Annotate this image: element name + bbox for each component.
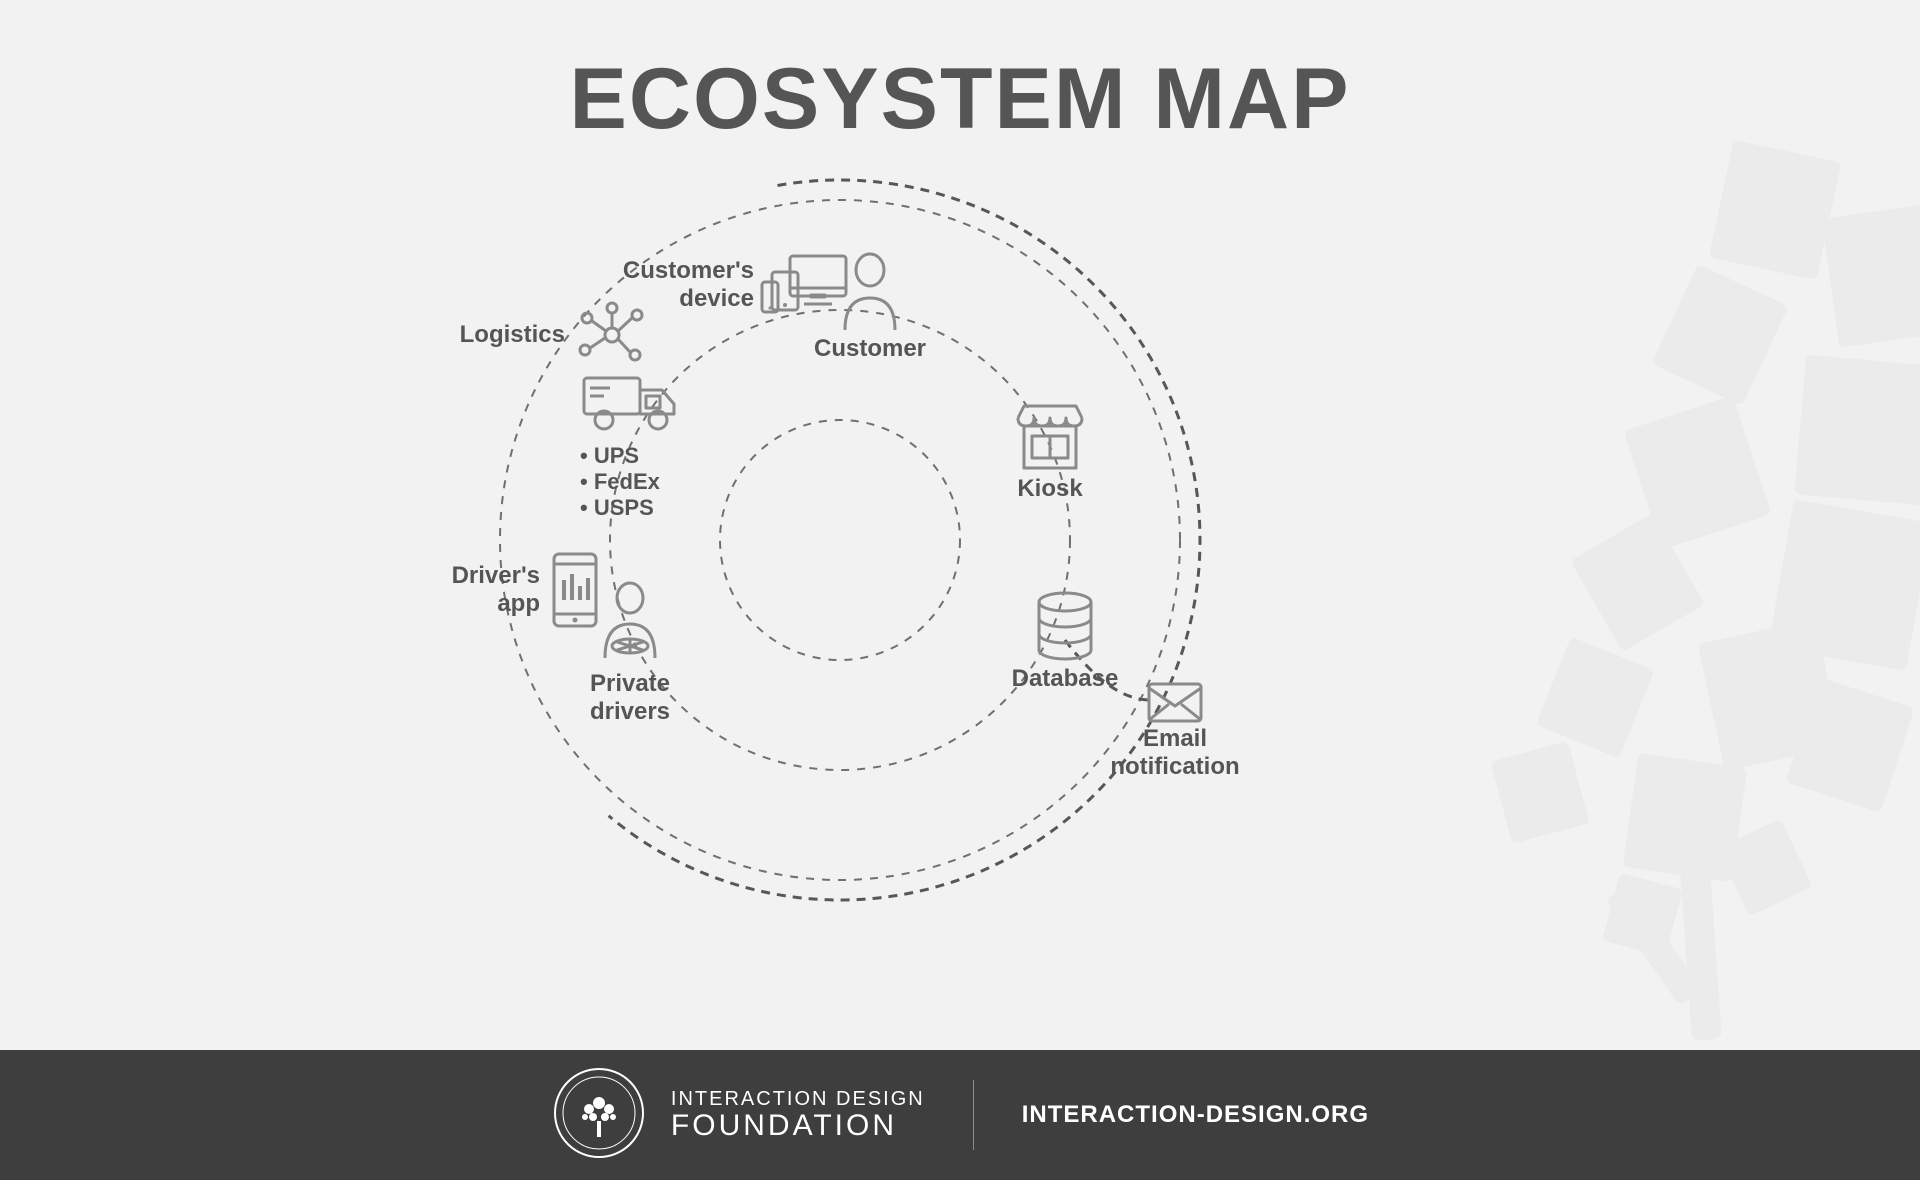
node-shipping: • UPS • FedEx • USPS bbox=[580, 370, 740, 521]
kiosk-icon bbox=[990, 400, 1110, 475]
footer-url: INTERACTION-DESIGN.ORG bbox=[1022, 1101, 1369, 1129]
person-icon bbox=[800, 250, 940, 335]
canvas: ECOSYSTEM MAP Customer's device bbox=[0, 0, 1920, 1180]
driver-icon bbox=[560, 580, 700, 670]
node-private-drivers: Private drivers bbox=[560, 580, 700, 725]
footer-brand: INTERACTION DESIGN FOUNDATION bbox=[551, 1065, 925, 1166]
node-logistics: Logistics bbox=[420, 300, 650, 370]
node-email: Email notification bbox=[1100, 680, 1250, 780]
network-icon bbox=[575, 300, 650, 370]
footer: INTERACTION DESIGN FOUNDATION INTERACTIO… bbox=[0, 1050, 1920, 1180]
shipping-bullets: • UPS • FedEx • USPS bbox=[580, 443, 740, 521]
label-customer: Customer bbox=[800, 335, 940, 363]
label-private-drivers: Private drivers bbox=[560, 670, 700, 725]
footer-divider bbox=[973, 1080, 974, 1150]
node-customer: Customer bbox=[800, 250, 940, 363]
brand-badge-icon bbox=[551, 1065, 647, 1166]
label-logistics: Logistics bbox=[460, 321, 565, 349]
label-kiosk: Kiosk bbox=[990, 475, 1110, 503]
brand-text: INTERACTION DESIGN FOUNDATION bbox=[671, 1089, 925, 1142]
node-kiosk: Kiosk bbox=[990, 400, 1110, 503]
diagram-rings bbox=[0, 0, 1920, 950]
label-drivers-app: Driver's app bbox=[452, 562, 540, 617]
node-database: Database bbox=[1000, 590, 1130, 693]
email-icon bbox=[1100, 680, 1250, 725]
database-icon bbox=[1000, 590, 1130, 665]
label-email: Email notification bbox=[1100, 725, 1250, 780]
truck-icon bbox=[580, 370, 740, 435]
